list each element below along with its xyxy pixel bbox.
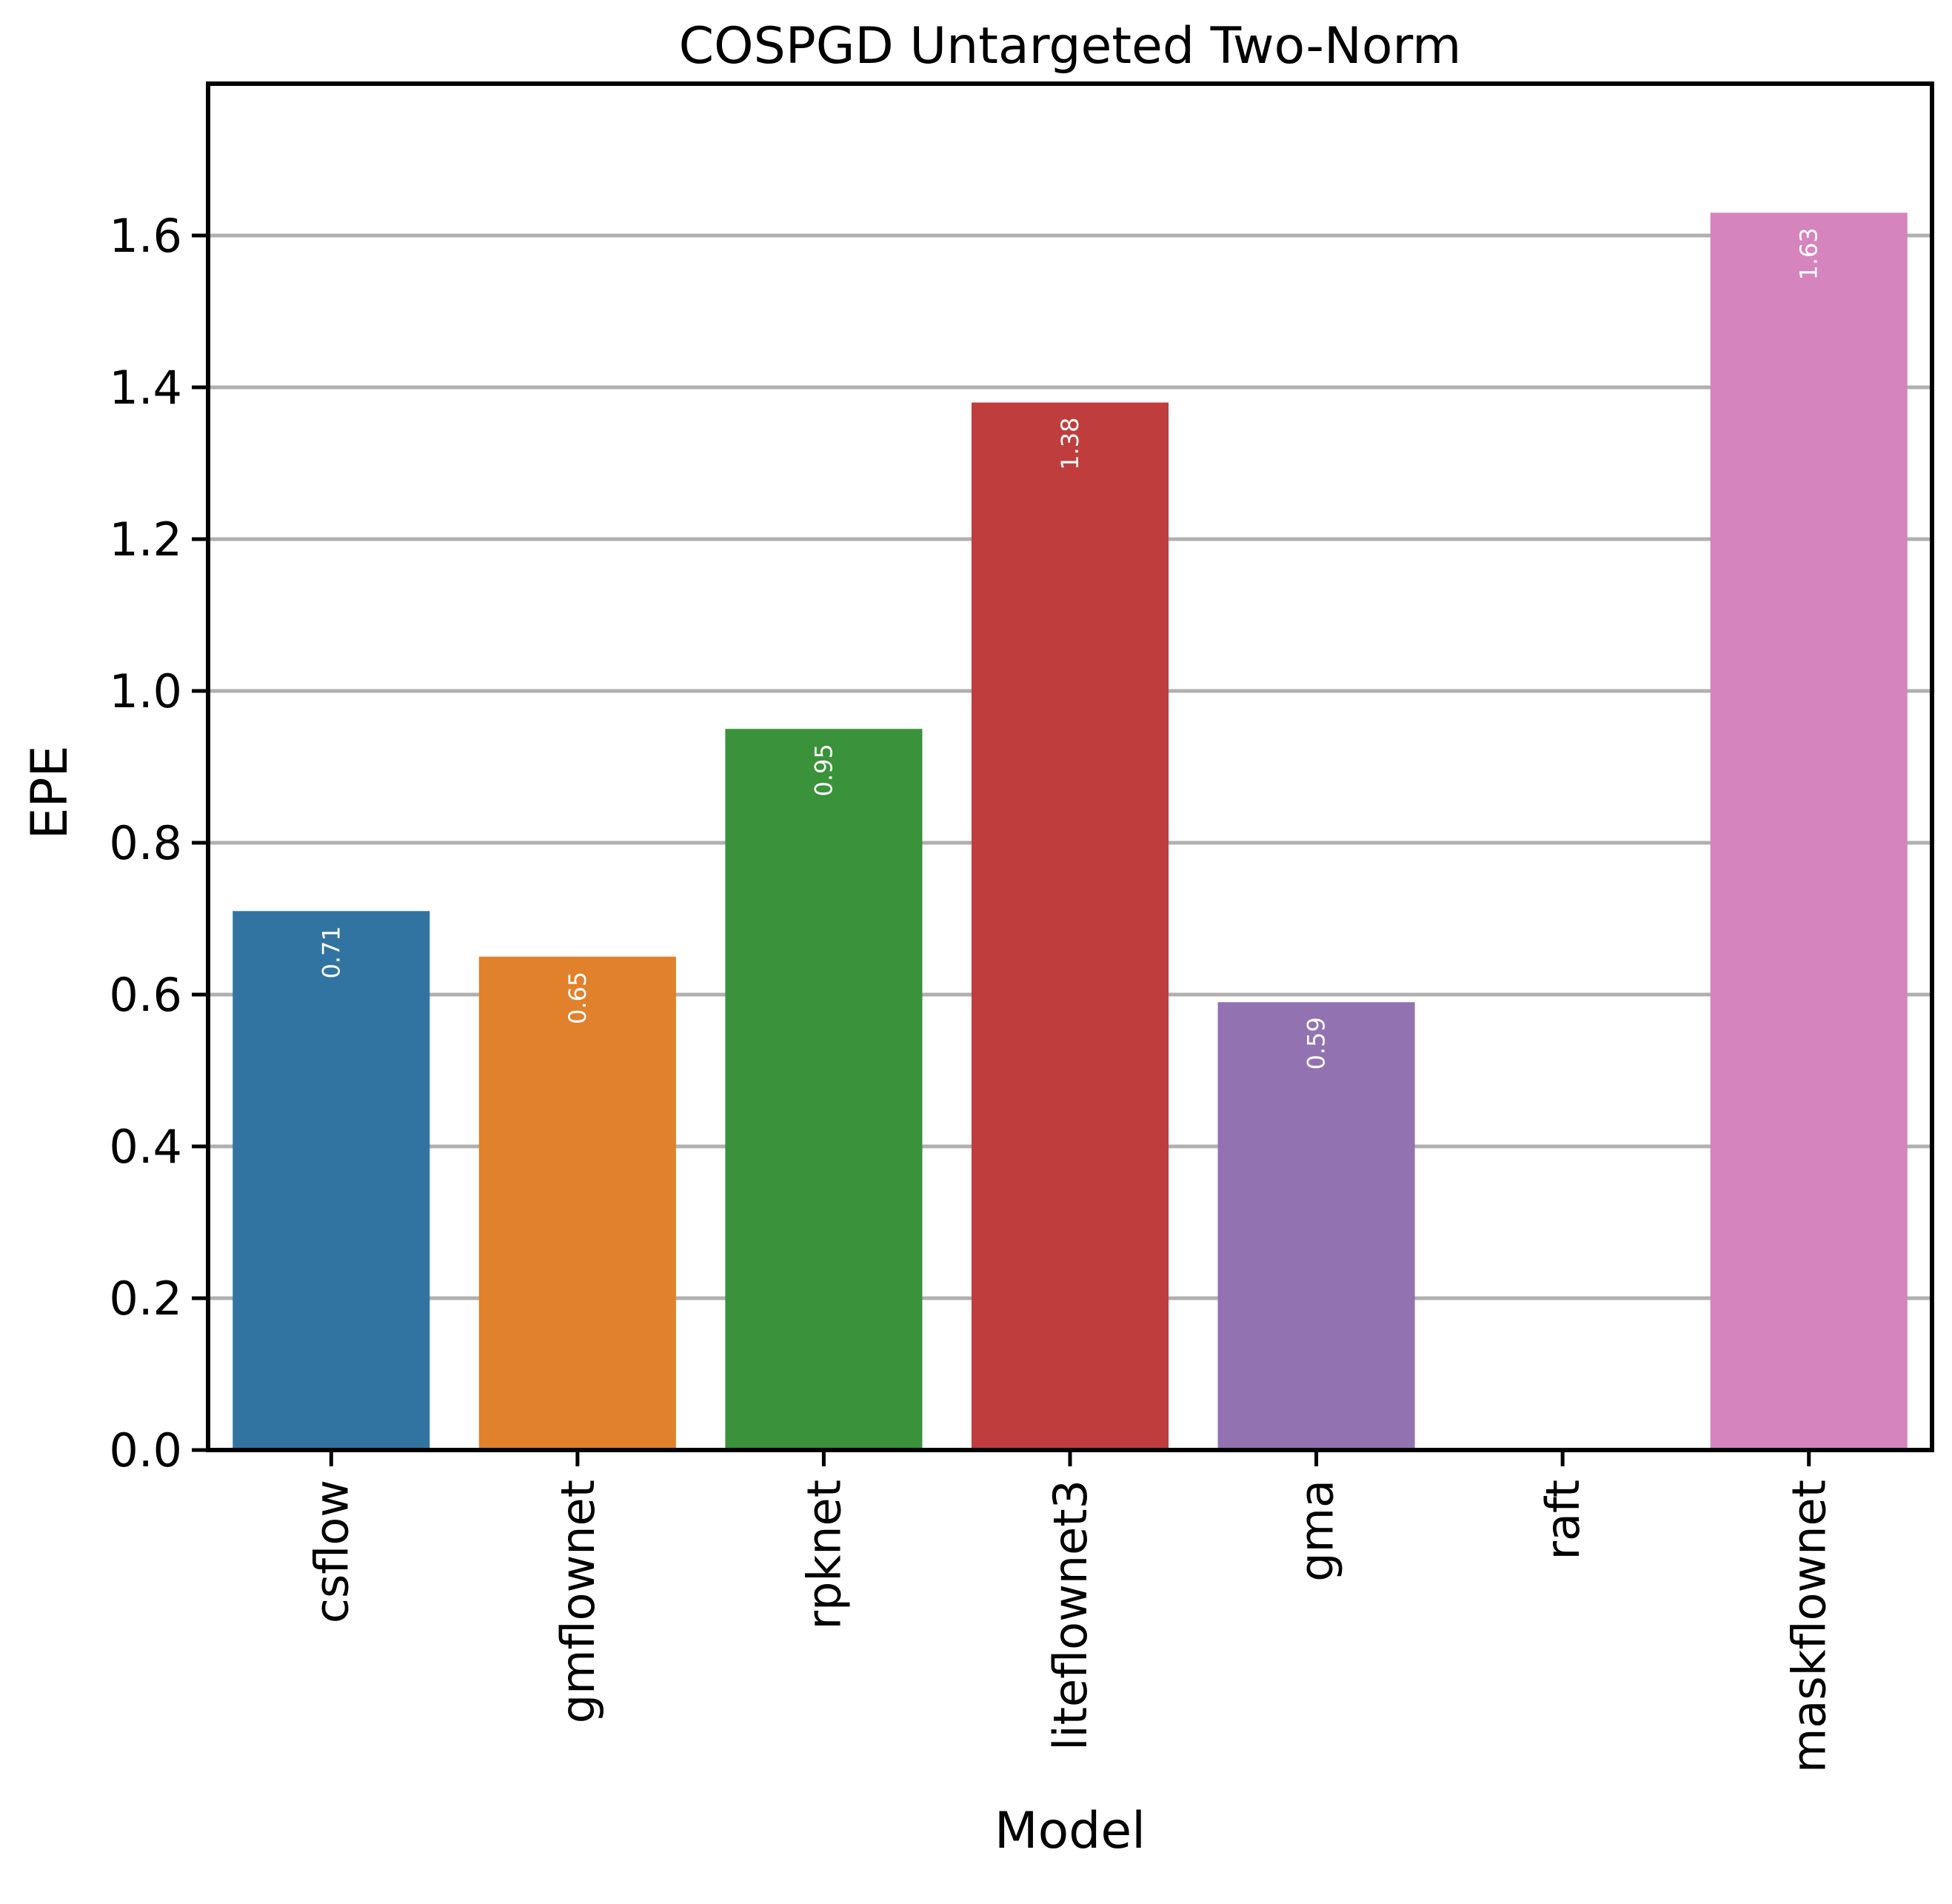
x-tick-label: liteflownet3 xyxy=(1043,1480,1097,1751)
x-tick-label: raft xyxy=(1536,1480,1590,1560)
x-tick-label: gma xyxy=(1290,1480,1344,1582)
bar-value-label: 0.65 xyxy=(564,972,592,1024)
y-tick-label: 0.8 xyxy=(109,816,182,870)
bar-value-label: 0.71 xyxy=(317,926,345,978)
x-axis-label: Model xyxy=(995,1802,1146,1860)
y-axis-ticks: 0.0 0.2 0.4 0.6 0.8 1.0 1.2 1.4 1.6 xyxy=(109,209,208,1477)
bar-gmflownet xyxy=(478,956,676,1450)
bar-value-label: 0.59 xyxy=(1303,1017,1331,1069)
y-tick-label: 0.6 xyxy=(109,968,182,1022)
y-tick-label: 1.2 xyxy=(109,512,182,567)
y-tick-label: 1.0 xyxy=(109,664,182,718)
bar-value-label: 1.38 xyxy=(1056,418,1084,470)
bar-value-labels: 0.71 0.65 0.95 1.38 0.59 1.63 xyxy=(317,227,1822,1069)
x-tick-label: rpknet xyxy=(797,1480,851,1630)
y-tick-label: 0.4 xyxy=(109,1120,182,1174)
chart-title: COSPGD Untargeted Two-Norm xyxy=(679,17,1462,76)
x-tick-label: csflow xyxy=(304,1480,358,1623)
y-tick-label: 1.6 xyxy=(109,209,182,263)
bars xyxy=(233,213,1908,1450)
bar-liteflownet3 xyxy=(971,402,1169,1450)
y-tick-label: 0.2 xyxy=(109,1272,182,1326)
y-tick-label: 0.0 xyxy=(109,1423,182,1477)
x-tick-label: gmflownet xyxy=(551,1480,605,1723)
bar-csflow xyxy=(233,911,430,1450)
y-axis-label: EPE xyxy=(21,746,79,840)
y-tick-label: 1.4 xyxy=(109,361,182,415)
bar-rpknet xyxy=(725,729,923,1450)
bar-maskflownet xyxy=(1710,213,1908,1450)
bar-value-label: 0.95 xyxy=(809,744,838,796)
bar-value-label: 1.63 xyxy=(1795,227,1823,280)
bar-gma xyxy=(1217,1002,1415,1450)
x-tick-label: maskflownet xyxy=(1782,1480,1836,1773)
x-axis-ticks: csflow gmflownet rpknet liteflownet3 gma raft… xyxy=(304,1450,1836,1773)
